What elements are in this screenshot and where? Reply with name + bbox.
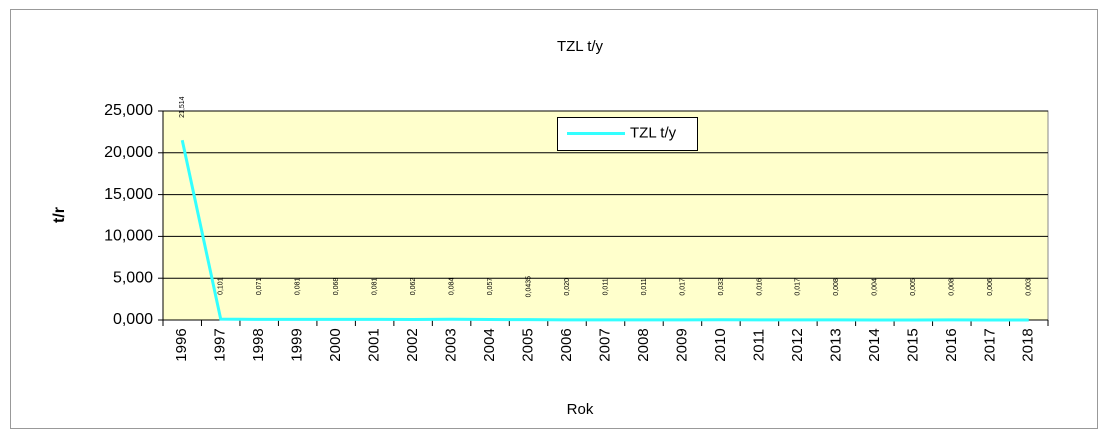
y-tick-label: 10,000 (104, 228, 153, 245)
chart-title: TZL t/y (557, 38, 604, 55)
data-label: 0,016 (756, 278, 763, 296)
x-tick-label: 2002 (404, 328, 421, 361)
data-label: 0,033 (718, 278, 725, 296)
data-label: 0,020 (564, 278, 571, 296)
data-label: 0,0435 (525, 276, 532, 298)
x-tick-label: 2000 (327, 328, 344, 361)
data-label: 0,004 (872, 278, 879, 296)
data-label: 0,101 (218, 277, 225, 295)
data-label: 0,008 (833, 278, 840, 296)
y-tick-label: 15,000 (104, 186, 153, 203)
x-tick-label: 2013 (827, 328, 844, 361)
x-tick-label: 2017 (981, 328, 998, 361)
data-line (180, 139, 1029, 322)
x-tick-label: 2016 (943, 328, 960, 361)
x-tick-label: 2010 (712, 328, 729, 361)
data-label: 0,081 (295, 277, 302, 295)
x-tick-label: 2001 (366, 328, 383, 361)
data-label: 0,057 (487, 278, 494, 296)
data-label: 0,008 (949, 278, 956, 296)
x-tick-label: 2009 (673, 328, 690, 361)
y-tick-label: 25,000 (104, 102, 153, 119)
data-label: 0,011 (602, 278, 609, 295)
data-label: 0,003 (1026, 278, 1033, 296)
y-tick-label: 0,000 (113, 311, 153, 328)
x-tick-label: 2015 (904, 328, 921, 361)
data-label: 0,068 (333, 278, 340, 296)
x-tick-label: 1999 (289, 328, 306, 361)
x-tick-label: 2018 (1020, 328, 1037, 361)
data-label: 0,017 (795, 278, 802, 296)
x-tick-label: 2004 (481, 328, 498, 361)
y-axis-label: t/r (51, 207, 68, 223)
data-label: 21,514 (179, 96, 186, 118)
y-tick-label: 5,000 (113, 269, 153, 286)
x-tick-label: 2011 (750, 329, 767, 361)
data-label: 0,062 (410, 278, 417, 296)
data-label: 0,011 (641, 278, 648, 295)
data-label: 0,081 (371, 277, 378, 295)
x-tick-label: 2012 (789, 328, 806, 361)
data-label: 0,084 (448, 277, 455, 295)
x-tick-label: 2008 (635, 328, 652, 361)
x-tick-label: 1997 (212, 328, 229, 361)
x-tick-label: 1996 (173, 328, 190, 361)
x-tick-label: 2014 (866, 328, 883, 361)
x-axis-label: Rok (567, 401, 594, 418)
data-label: 0,005 (910, 278, 917, 296)
data-label: 0,071 (256, 278, 263, 296)
x-tick-label: 2003 (443, 328, 460, 361)
x-tick-label: 1998 (250, 328, 267, 361)
legend-label: TZL t/y (630, 124, 677, 141)
x-tick-label: 2006 (558, 328, 575, 361)
x-tick-label: 2007 (596, 328, 613, 361)
data-label: 0,017 (679, 278, 686, 296)
x-tick-label: 2005 (520, 328, 537, 361)
y-tick-label: 20,000 (104, 144, 153, 161)
data-label: 0,006 (987, 278, 994, 296)
